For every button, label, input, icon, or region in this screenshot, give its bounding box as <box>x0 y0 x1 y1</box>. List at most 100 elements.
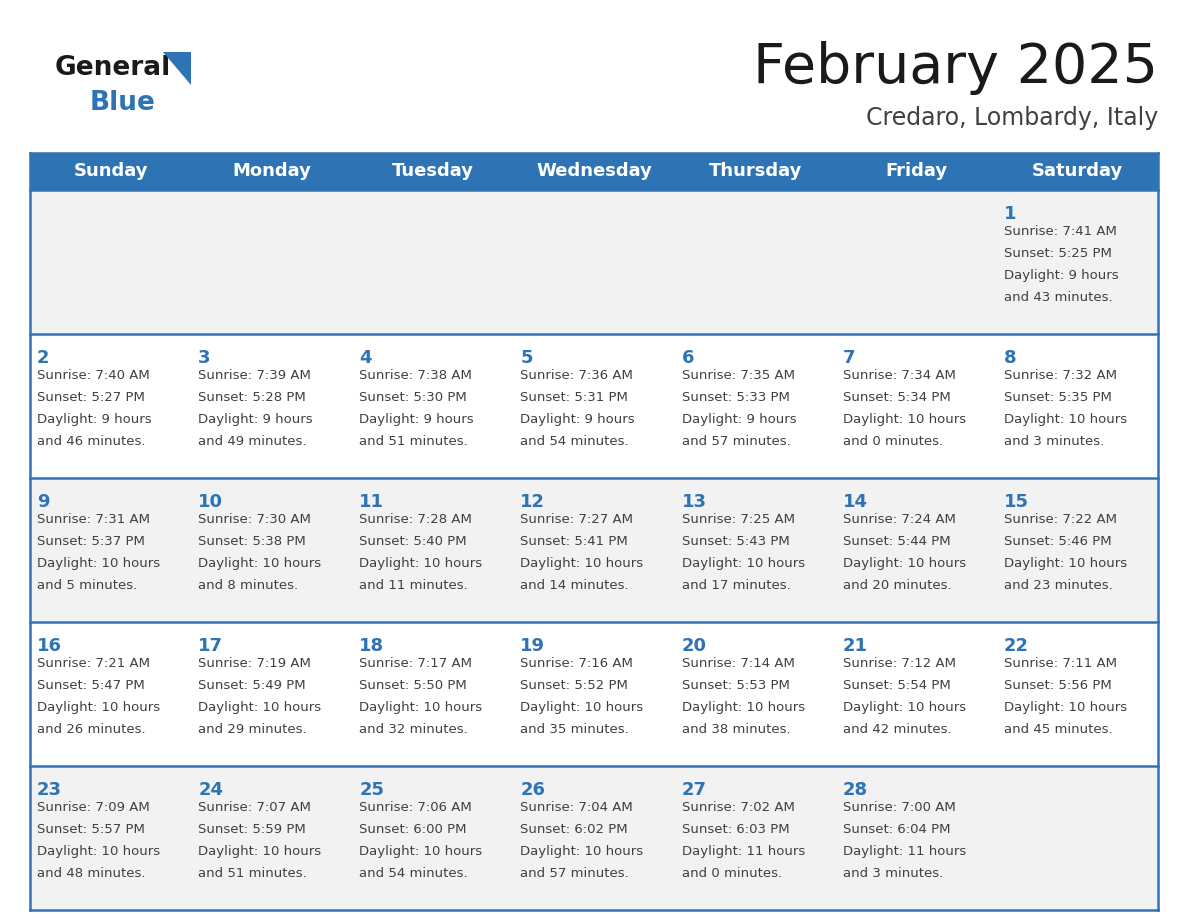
Text: Sunset: 5:43 PM: Sunset: 5:43 PM <box>682 535 789 548</box>
Text: Daylight: 10 hours: Daylight: 10 hours <box>520 701 644 714</box>
Text: and 17 minutes.: and 17 minutes. <box>682 579 790 592</box>
Text: 10: 10 <box>198 493 223 511</box>
Bar <box>30 622 1158 766</box>
Text: and 43 minutes.: and 43 minutes. <box>1004 291 1112 304</box>
Text: Sunset: 5:34 PM: Sunset: 5:34 PM <box>842 391 950 404</box>
Bar <box>30 766 1158 910</box>
Text: Sunset: 5:54 PM: Sunset: 5:54 PM <box>842 679 950 692</box>
Text: 27: 27 <box>682 781 707 799</box>
Text: and 8 minutes.: and 8 minutes. <box>198 579 298 592</box>
Text: 17: 17 <box>198 637 223 655</box>
Text: Sunrise: 7:34 AM: Sunrise: 7:34 AM <box>842 369 955 382</box>
Text: 4: 4 <box>359 349 372 367</box>
Text: Sunset: 6:04 PM: Sunset: 6:04 PM <box>842 823 950 836</box>
Text: 3: 3 <box>198 349 210 367</box>
Text: and 51 minutes.: and 51 minutes. <box>359 435 468 448</box>
Text: Daylight: 10 hours: Daylight: 10 hours <box>682 701 804 714</box>
Text: Sunrise: 7:06 AM: Sunrise: 7:06 AM <box>359 801 472 814</box>
Text: 26: 26 <box>520 781 545 799</box>
Text: Sunrise: 7:14 AM: Sunrise: 7:14 AM <box>682 657 795 670</box>
Text: Sunset: 5:44 PM: Sunset: 5:44 PM <box>842 535 950 548</box>
Text: Daylight: 10 hours: Daylight: 10 hours <box>682 557 804 570</box>
Text: Sunrise: 7:40 AM: Sunrise: 7:40 AM <box>37 369 150 382</box>
Text: Sunset: 5:53 PM: Sunset: 5:53 PM <box>682 679 790 692</box>
Text: Daylight: 9 hours: Daylight: 9 hours <box>1004 269 1118 282</box>
Text: Blue: Blue <box>90 90 156 116</box>
Text: Sunrise: 7:02 AM: Sunrise: 7:02 AM <box>682 801 795 814</box>
Text: 21: 21 <box>842 637 867 655</box>
Text: Daylight: 10 hours: Daylight: 10 hours <box>198 701 321 714</box>
Text: Daylight: 10 hours: Daylight: 10 hours <box>359 845 482 858</box>
Text: and 23 minutes.: and 23 minutes. <box>1004 579 1113 592</box>
Text: Sunset: 5:28 PM: Sunset: 5:28 PM <box>198 391 305 404</box>
Text: 16: 16 <box>37 637 62 655</box>
Text: and 0 minutes.: and 0 minutes. <box>682 867 782 880</box>
Text: and 45 minutes.: and 45 minutes. <box>1004 723 1112 736</box>
Text: and 29 minutes.: and 29 minutes. <box>198 723 307 736</box>
Text: Daylight: 10 hours: Daylight: 10 hours <box>37 557 160 570</box>
Text: 5: 5 <box>520 349 533 367</box>
Text: Sunset: 6:03 PM: Sunset: 6:03 PM <box>682 823 789 836</box>
Text: Tuesday: Tuesday <box>392 162 474 181</box>
Text: Sunset: 5:37 PM: Sunset: 5:37 PM <box>37 535 145 548</box>
Text: Sunset: 5:46 PM: Sunset: 5:46 PM <box>1004 535 1112 548</box>
Text: and 14 minutes.: and 14 minutes. <box>520 579 630 592</box>
Text: Sunrise: 7:04 AM: Sunrise: 7:04 AM <box>520 801 633 814</box>
Text: and 57 minutes.: and 57 minutes. <box>682 435 790 448</box>
Text: Daylight: 9 hours: Daylight: 9 hours <box>520 413 636 426</box>
Text: 24: 24 <box>198 781 223 799</box>
Text: Sunset: 5:31 PM: Sunset: 5:31 PM <box>520 391 628 404</box>
Text: General: General <box>55 55 171 81</box>
Text: Credaro, Lombardy, Italy: Credaro, Lombardy, Italy <box>866 106 1158 130</box>
Text: Sunset: 5:30 PM: Sunset: 5:30 PM <box>359 391 467 404</box>
Text: 1: 1 <box>1004 205 1017 223</box>
Text: and 5 minutes.: and 5 minutes. <box>37 579 138 592</box>
Text: Sunrise: 7:31 AM: Sunrise: 7:31 AM <box>37 513 150 526</box>
Text: and 57 minutes.: and 57 minutes. <box>520 867 630 880</box>
Text: Daylight: 10 hours: Daylight: 10 hours <box>842 701 966 714</box>
Text: Sunrise: 7:07 AM: Sunrise: 7:07 AM <box>198 801 311 814</box>
Bar <box>997 153 1158 190</box>
Text: and 32 minutes.: and 32 minutes. <box>359 723 468 736</box>
Text: February 2025: February 2025 <box>753 41 1158 95</box>
Text: Daylight: 10 hours: Daylight: 10 hours <box>198 845 321 858</box>
Bar <box>191 153 353 190</box>
Text: Daylight: 10 hours: Daylight: 10 hours <box>359 557 482 570</box>
Text: Daylight: 9 hours: Daylight: 9 hours <box>37 413 152 426</box>
Text: Daylight: 9 hours: Daylight: 9 hours <box>359 413 474 426</box>
Text: Daylight: 10 hours: Daylight: 10 hours <box>520 845 644 858</box>
Text: 22: 22 <box>1004 637 1029 655</box>
Text: 13: 13 <box>682 493 707 511</box>
Text: 20: 20 <box>682 637 707 655</box>
Text: Sunday: Sunday <box>74 162 147 181</box>
Text: Daylight: 11 hours: Daylight: 11 hours <box>682 845 804 858</box>
Text: Sunrise: 7:32 AM: Sunrise: 7:32 AM <box>1004 369 1117 382</box>
Text: Sunset: 5:40 PM: Sunset: 5:40 PM <box>359 535 467 548</box>
Text: Daylight: 10 hours: Daylight: 10 hours <box>37 701 160 714</box>
Text: Sunrise: 7:28 AM: Sunrise: 7:28 AM <box>359 513 472 526</box>
Text: Sunrise: 7:12 AM: Sunrise: 7:12 AM <box>842 657 955 670</box>
Text: 12: 12 <box>520 493 545 511</box>
Text: Sunset: 6:00 PM: Sunset: 6:00 PM <box>359 823 467 836</box>
Bar <box>30 190 1158 334</box>
Text: Sunset: 5:38 PM: Sunset: 5:38 PM <box>198 535 305 548</box>
Text: Friday: Friday <box>885 162 947 181</box>
Text: 25: 25 <box>359 781 384 799</box>
Text: Sunrise: 7:27 AM: Sunrise: 7:27 AM <box>520 513 633 526</box>
Text: Sunrise: 7:25 AM: Sunrise: 7:25 AM <box>682 513 795 526</box>
Text: Sunrise: 7:16 AM: Sunrise: 7:16 AM <box>520 657 633 670</box>
Text: 2: 2 <box>37 349 50 367</box>
Text: Daylight: 10 hours: Daylight: 10 hours <box>842 413 966 426</box>
Text: Sunrise: 7:30 AM: Sunrise: 7:30 AM <box>198 513 311 526</box>
Text: Thursday: Thursday <box>708 162 802 181</box>
Text: 23: 23 <box>37 781 62 799</box>
Text: and 49 minutes.: and 49 minutes. <box>198 435 307 448</box>
Text: Sunset: 5:25 PM: Sunset: 5:25 PM <box>1004 247 1112 260</box>
Text: Sunrise: 7:38 AM: Sunrise: 7:38 AM <box>359 369 472 382</box>
Text: Daylight: 11 hours: Daylight: 11 hours <box>842 845 966 858</box>
Text: Daylight: 10 hours: Daylight: 10 hours <box>1004 557 1127 570</box>
Text: Daylight: 10 hours: Daylight: 10 hours <box>1004 701 1127 714</box>
Text: 7: 7 <box>842 349 855 367</box>
Text: and 20 minutes.: and 20 minutes. <box>842 579 952 592</box>
Text: and 11 minutes.: and 11 minutes. <box>359 579 468 592</box>
